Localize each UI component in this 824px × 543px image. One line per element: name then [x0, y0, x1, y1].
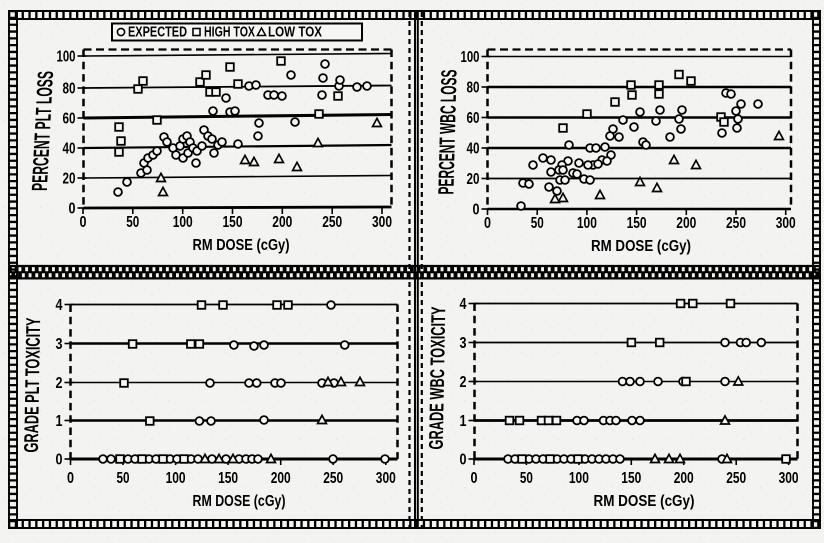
svg-text:100: 100 — [57, 49, 76, 66]
svg-text:20: 20 — [63, 171, 76, 188]
svg-text:50: 50 — [117, 470, 130, 487]
svg-text:1: 1 — [56, 413, 63, 430]
svg-text:EXPECTED: EXPECTED — [128, 25, 187, 41]
svg-text:150: 150 — [621, 470, 641, 487]
svg-text:200: 200 — [271, 470, 291, 487]
svg-text:0: 0 — [484, 215, 491, 232]
svg-text:80: 80 — [467, 80, 480, 97]
svg-text:1: 1 — [460, 413, 467, 430]
svg-text:250: 250 — [726, 470, 746, 487]
svg-text:150: 150 — [218, 470, 238, 487]
svg-text:PERCENT WBC LOSS: PERCENT WBC LOSS — [433, 70, 461, 195]
svg-text:40: 40 — [63, 141, 76, 158]
svg-text:RM DOSE (cGy): RM DOSE (cGy) — [591, 238, 691, 255]
svg-text:300: 300 — [376, 470, 396, 487]
svg-text:RM DOSE (cGy): RM DOSE (cGy) — [594, 493, 695, 510]
svg-text:50: 50 — [520, 470, 533, 487]
svg-text:0: 0 — [473, 202, 480, 219]
svg-text:200: 200 — [674, 470, 694, 487]
svg-text:4: 4 — [56, 297, 63, 314]
svg-text:2: 2 — [460, 374, 467, 391]
svg-text:250: 250 — [726, 215, 746, 232]
svg-text:GRADE WBC TOXICITY: GRADE WBC TOXICITY — [426, 306, 451, 449]
svg-text:60: 60 — [467, 110, 480, 127]
svg-text:HIGH TOX: HIGH TOX — [204, 25, 255, 41]
svg-text:0: 0 — [69, 201, 76, 218]
svg-text:2: 2 — [56, 375, 63, 392]
svg-text:50: 50 — [531, 215, 544, 232]
svg-text:40: 40 — [467, 141, 480, 158]
svg-text:RM DOSE (cGy): RM DOSE (cGy) — [193, 237, 290, 254]
svg-text:50: 50 — [126, 214, 139, 231]
svg-text:0: 0 — [471, 470, 478, 487]
svg-text:0: 0 — [67, 470, 74, 487]
svg-text:20: 20 — [467, 171, 480, 188]
svg-text:3: 3 — [460, 335, 467, 352]
svg-text:300: 300 — [776, 215, 796, 232]
svg-text:150: 150 — [627, 215, 647, 232]
svg-text:100: 100 — [577, 215, 597, 232]
svg-text:100: 100 — [461, 49, 480, 66]
svg-text:0: 0 — [80, 214, 87, 231]
svg-text:60: 60 — [63, 111, 76, 128]
svg-text:300: 300 — [779, 470, 799, 487]
svg-text:100: 100 — [569, 470, 589, 487]
svg-text:4: 4 — [460, 296, 467, 313]
svg-text:80: 80 — [63, 81, 76, 98]
svg-text:3: 3 — [56, 336, 63, 353]
svg-text:200: 200 — [272, 214, 292, 231]
svg-text:150: 150 — [223, 214, 243, 231]
svg-text:RM DOSE (cGy): RM DOSE (cGy) — [193, 493, 286, 510]
svg-text:250: 250 — [322, 214, 342, 231]
svg-text:100: 100 — [173, 214, 193, 231]
svg-text:GRADE PLT TOXICITY: GRADE PLT TOXICITY — [21, 317, 45, 452]
svg-text:0: 0 — [460, 452, 467, 469]
svg-text:200: 200 — [676, 215, 696, 232]
svg-text:100: 100 — [166, 470, 186, 487]
svg-text:300: 300 — [372, 214, 392, 231]
svg-text:0: 0 — [56, 452, 63, 469]
svg-text:LOW TOX: LOW TOX — [268, 25, 322, 41]
svg-text:250: 250 — [323, 470, 343, 487]
